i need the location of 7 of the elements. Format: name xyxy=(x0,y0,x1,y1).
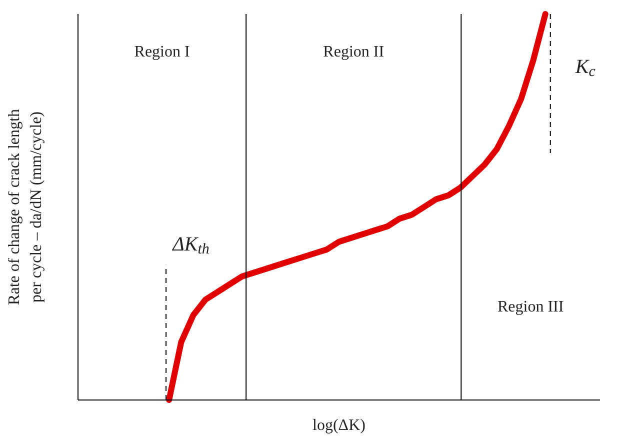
x-axis-title: log(ΔK) xyxy=(312,417,366,434)
annotation: ΔK$_{th}$ xyxy=(172,233,210,258)
y-axis-title: Rate of change of crack length per cycle – da/dN (mm/cycle) xyxy=(6,109,45,305)
annotation: K$_{c}$ xyxy=(574,56,596,80)
annotation: Region II xyxy=(323,43,384,60)
annotation: Region I xyxy=(134,43,190,60)
annotation: Region III xyxy=(497,298,564,316)
